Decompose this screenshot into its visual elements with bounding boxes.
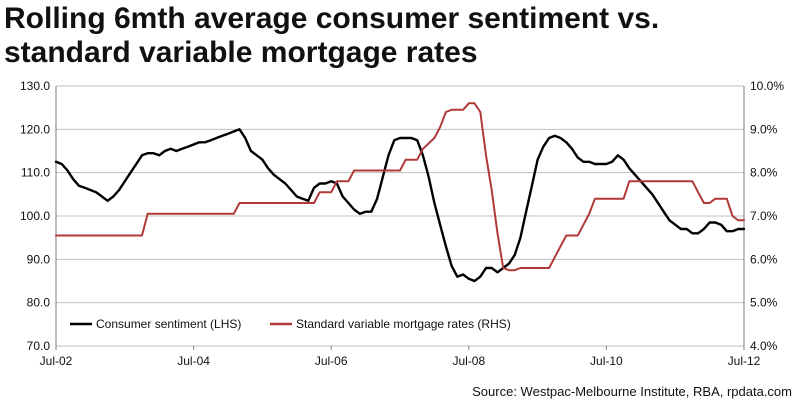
mortgage-rate-line <box>55 102 745 272</box>
source-note: Source: Westpac-Melbourne Institute, RBA… <box>472 384 792 399</box>
y-left-tick-label: 100.0 <box>20 209 50 223</box>
y-right-tick-label: 8.0% <box>750 166 778 180</box>
y-right-tick-label: 4.0% <box>750 339 778 353</box>
y-right-tick-label: 9.0% <box>750 122 778 136</box>
x-tick-label: Jul-12 <box>728 354 761 368</box>
y-left-tick-label: 120.0 <box>20 122 50 136</box>
y-left-tick-label: 90.0 <box>27 252 51 266</box>
axis-layer: 70.0 80.0 90.0 100.0 110.0 120.0 130.0 4.0% 5.0%… <box>20 79 784 368</box>
x-tick-label: Jul-04 <box>177 354 210 368</box>
y-right-tick-label: 10.0% <box>750 79 784 93</box>
series-layer <box>54 102 746 283</box>
y-right-tick-label: 7.0% <box>750 209 778 223</box>
legend-label: Consumer sentiment (LHS) <box>96 317 241 331</box>
legend-label: Standard variable mortgage rates (RHS) <box>296 317 511 331</box>
y-right-tick-label: 5.0% <box>750 296 778 310</box>
y-left-tick-label: 110.0 <box>21 166 50 180</box>
y-right-tick-label: 6.0% <box>750 252 778 266</box>
legend: Consumer sentiment (LHS) Standard variabl… <box>70 317 511 331</box>
y-left-tick-label: 80.0 <box>27 296 51 310</box>
x-tick-label: Jul-02 <box>40 354 73 368</box>
y-left-tick-label: 70.0 <box>27 339 51 353</box>
chart-title: Rolling 6mth average consumer sentiment … <box>4 2 660 69</box>
consumer-sentiment-line <box>54 128 746 283</box>
y-left-tick-label: 130.0 <box>20 79 50 93</box>
x-tick-label: Jul-10 <box>590 354 623 368</box>
x-tick-label: Jul-06 <box>315 354 348 368</box>
grid-layer <box>56 85 744 347</box>
x-tick-label: Jul-08 <box>452 354 485 368</box>
